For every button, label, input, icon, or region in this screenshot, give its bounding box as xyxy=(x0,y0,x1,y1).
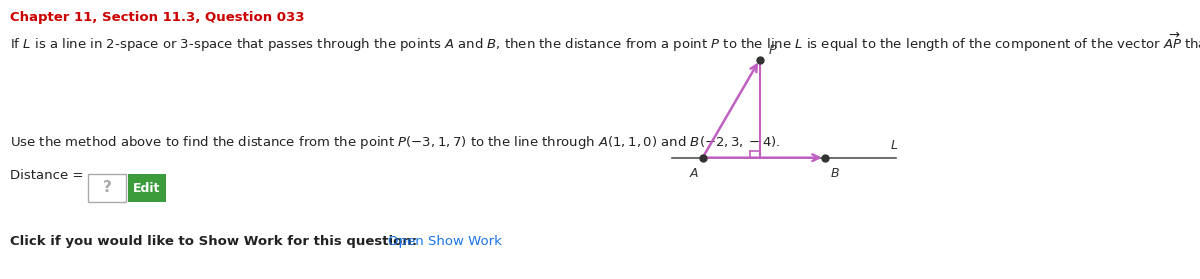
Text: $L$: $L$ xyxy=(889,139,898,152)
Text: $B$: $B$ xyxy=(830,167,840,180)
Text: Edit: Edit xyxy=(133,182,161,194)
Text: Distance =: Distance = xyxy=(10,169,84,182)
Text: Click if you would like to Show Work for this question:: Click if you would like to Show Work for… xyxy=(10,235,418,248)
Text: Open Show Work: Open Show Work xyxy=(388,235,502,248)
Bar xyxy=(128,174,166,202)
Text: Chapter 11, Section 11.3, Question 033: Chapter 11, Section 11.3, Question 033 xyxy=(10,11,305,24)
Text: ?: ? xyxy=(102,181,112,196)
Text: $A$: $A$ xyxy=(689,167,700,180)
Text: If $L$ is a line in 2-space or 3-space that passes through the points $A$ and $B: If $L$ is a line in 2-space or 3-space t… xyxy=(10,31,1200,54)
Bar xyxy=(88,174,126,202)
Text: Use the method above to find the distance from the point $P(-3, 1, 7)$ to the li: Use the method above to find the distanc… xyxy=(10,134,780,151)
Text: $P$: $P$ xyxy=(768,44,778,57)
